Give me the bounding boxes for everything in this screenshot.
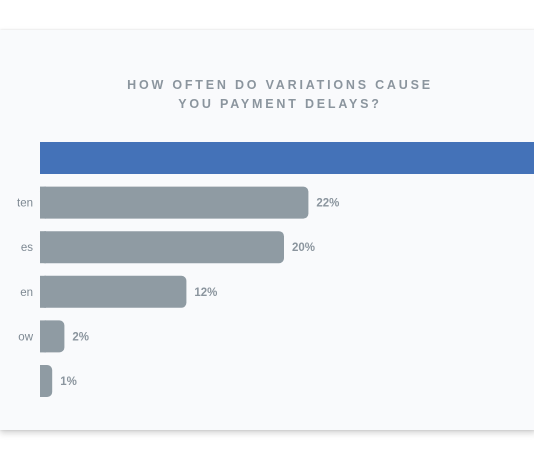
category-label-2: es [21, 242, 33, 254]
bar-1-left-edge [40, 186, 46, 219]
value-label-5: 1% [60, 376, 77, 388]
bar-chart: ten 22% es 20% en 12% ow 2% 1% [17, 142, 534, 397]
bar-4-left-edge [40, 320, 46, 353]
bar-2 [40, 231, 284, 264]
chart-title: HOW OFTEN DO VARIATIONS CAUSE YOU PAYMEN… [60, 76, 500, 114]
value-label-4: 2% [72, 331, 89, 343]
category-label-4: ow [18, 331, 33, 343]
chart-title-line-2: YOU PAYMENT DELAYS? [178, 97, 382, 111]
chart-card: HOW OFTEN DO VARIATIONS CAUSE YOU PAYMEN… [0, 30, 534, 430]
value-label-1: 22% [316, 198, 339, 210]
value-label-3: 12% [194, 287, 217, 299]
chart-title-line-1: HOW OFTEN DO VARIATIONS CAUSE [127, 78, 433, 92]
value-label-2: 20% [292, 242, 315, 254]
bar-1 [40, 186, 309, 219]
bar-0 [40, 142, 534, 174]
category-label-3: en [20, 287, 33, 299]
category-label-1: ten [17, 198, 33, 210]
bar-3 [40, 275, 187, 308]
bar-2-left-edge [40, 231, 46, 264]
bar-3-left-edge [40, 275, 46, 308]
bar-4 [40, 320, 65, 353]
bar-5-left-edge [40, 365, 46, 397]
